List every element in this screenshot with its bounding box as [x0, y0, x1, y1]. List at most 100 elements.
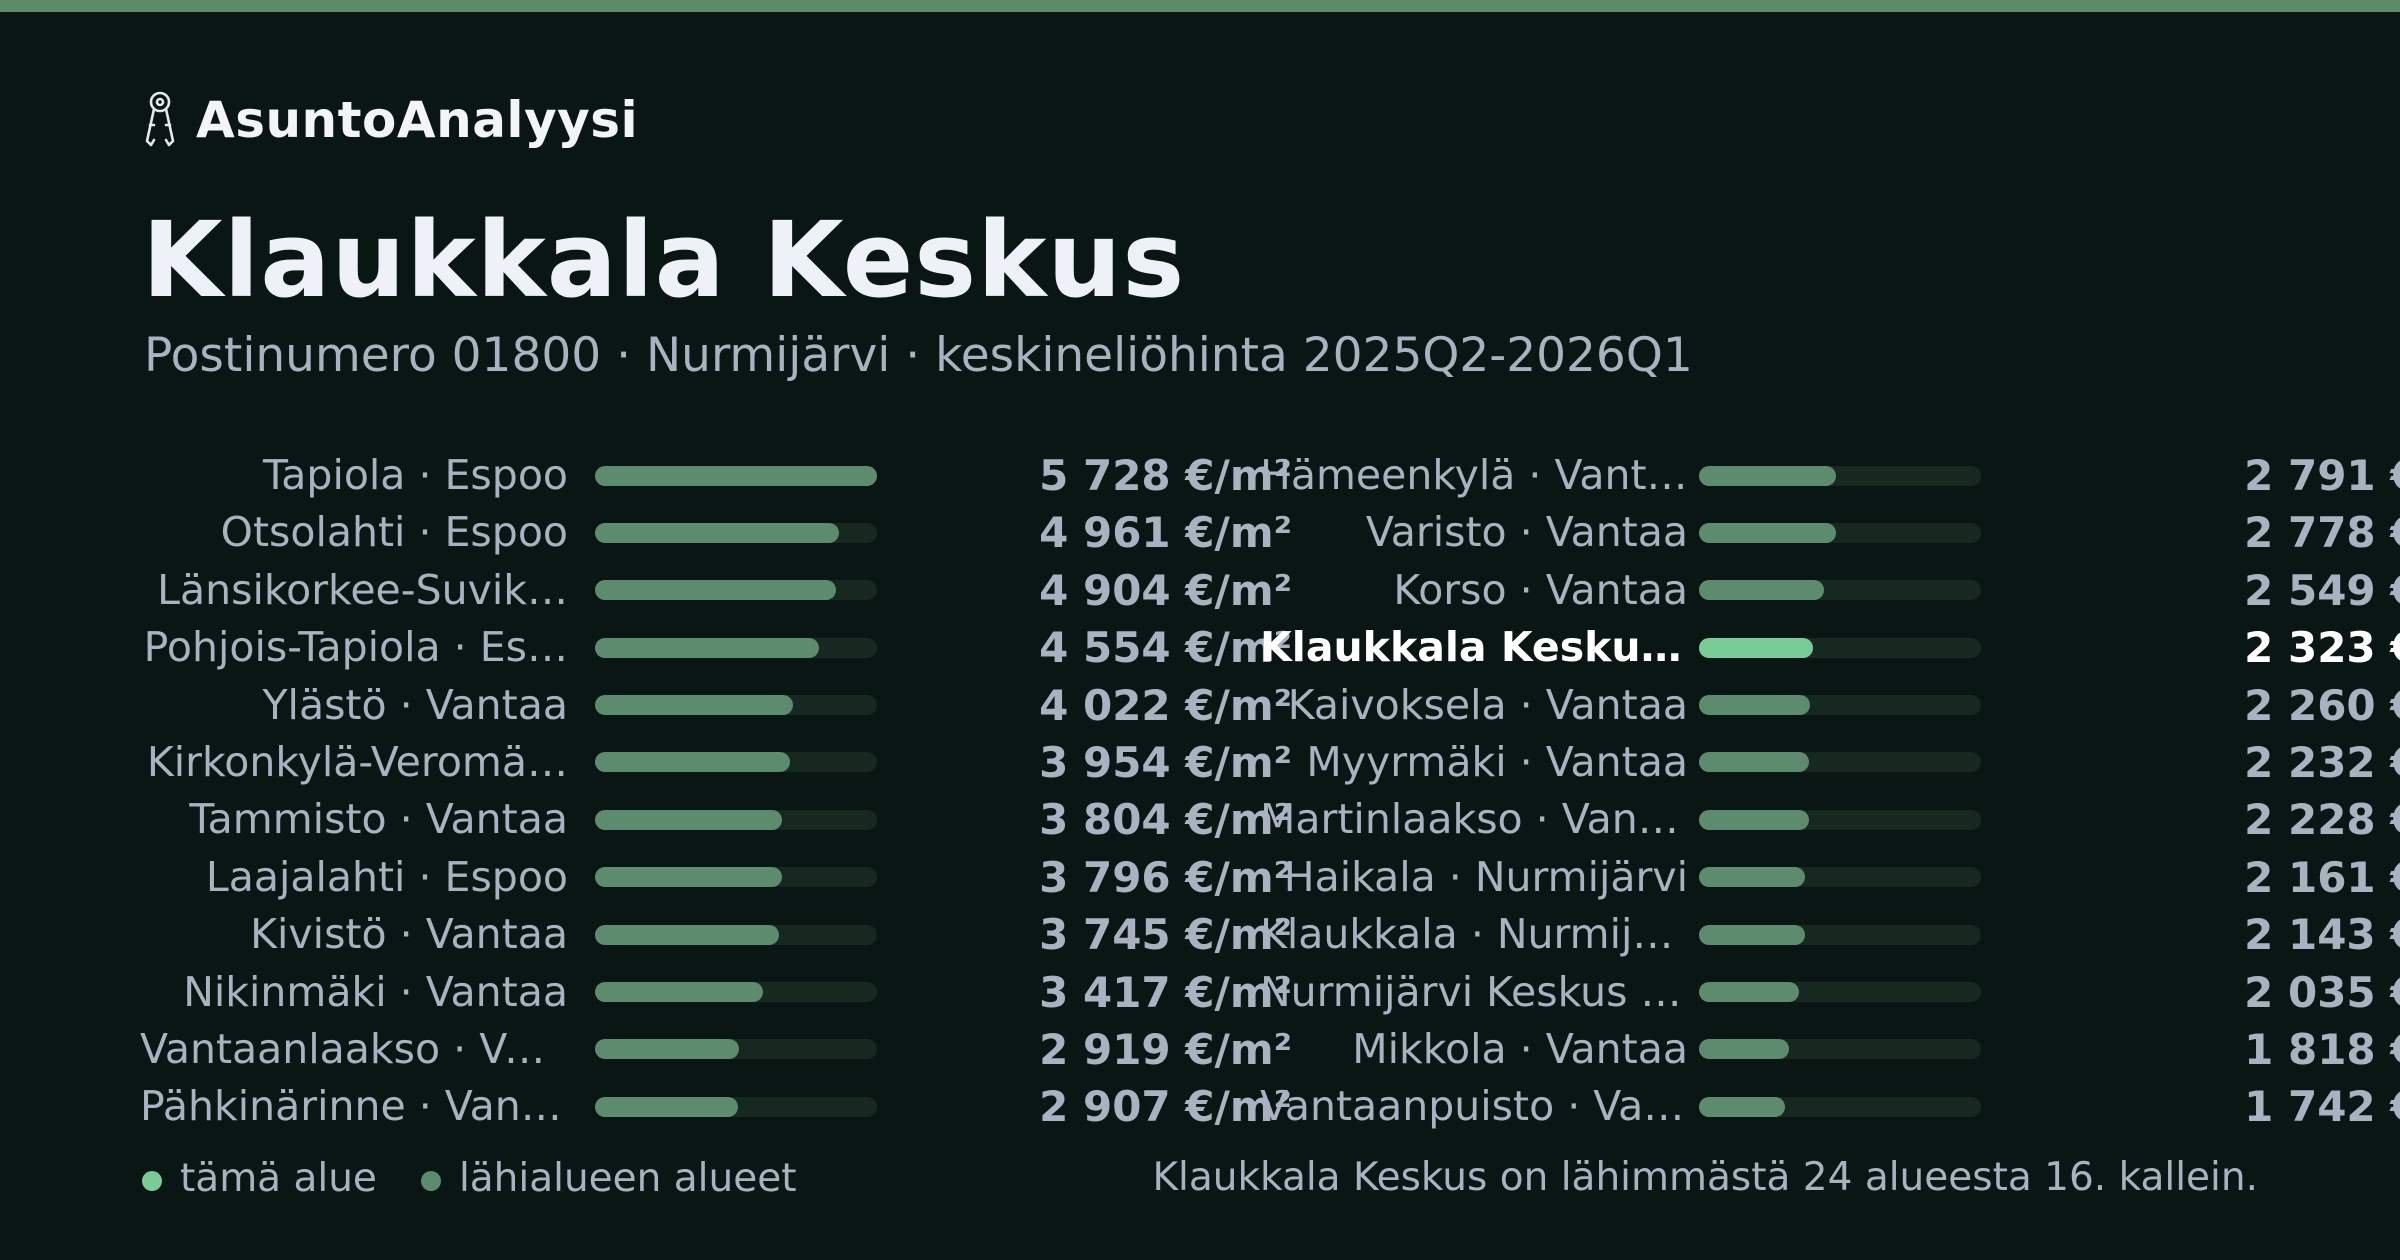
bar — [1699, 867, 1805, 888]
ranking-column-left: Tapiola · Espoo 5 728 €/m² Otsolahti · Esp… — [140, 447, 1292, 1136]
legend-dot-highlight — [142, 1171, 162, 1191]
bar-row: Varisto · Vantaa 2 778 €/m² — [1240, 504, 2400, 561]
bar-label: Vantaanlaakso · Va… — [140, 1024, 568, 1073]
bar-row: Tammisto · Vantaa 3 804 €/m² — [140, 791, 1292, 848]
bar-value-label: 1 818 €/m² — [2244, 1024, 2400, 1074]
bar-label: Klaukkala · Nurmijä… — [1260, 910, 1688, 959]
bar-track — [1699, 1096, 1981, 1117]
bar-track — [595, 809, 877, 830]
bar-track — [1699, 695, 1981, 716]
bar-label: Varisto · Vantaa — [1365, 508, 1688, 557]
bar-value-label: 3 745 €/m² — [1039, 910, 1292, 960]
bar-value-label: 2 143 €/m² — [2244, 910, 2400, 960]
brand: AsuntoAnalyysi — [140, 88, 638, 152]
bar-label: Länsikorkee-Suvik… — [157, 565, 568, 614]
bar — [1699, 580, 1824, 601]
bar-row: Pähkinärinne · Vant… 2 907 €/m² — [140, 1078, 1292, 1135]
bar-label: Myyrmäki · Vantaa — [1306, 737, 1688, 786]
bar-track — [595, 637, 877, 658]
bar-track — [595, 752, 877, 773]
bar-row: Ylästö · Vantaa 4 022 €/m² — [140, 677, 1292, 734]
bar-row: Hämeenkylä · Vantaa 2 791 €/m² — [1240, 447, 2400, 504]
bar-track — [1699, 867, 1981, 888]
bar-track — [1699, 752, 1981, 773]
bar-value-label: 2 260 €/m² — [2244, 680, 2400, 730]
bar-value-label: 2 919 €/m² — [1039, 1024, 1292, 1074]
bar-track — [595, 1039, 877, 1060]
bar-label: Kaivoksela · Vantaa — [1287, 680, 1688, 729]
bar-label: Korso · Vantaa — [1393, 565, 1688, 614]
bar — [1699, 924, 1805, 945]
bar-value-label: 3 796 €/m² — [1039, 852, 1292, 902]
bar-value-label: 2 323 €/m² — [2244, 623, 2400, 673]
bar-row: Klaukkala · Nurmijä… 2 143 €/m² — [1240, 906, 2400, 963]
bar — [595, 1096, 738, 1117]
bar-row: Klaukkala Keskus ·… 2 323 €/m² — [1240, 619, 2400, 676]
bar — [1699, 982, 1799, 1003]
bar-track — [1699, 580, 1981, 601]
bar-value-label: 2 549 €/m² — [2244, 565, 2400, 615]
bar-value-label: 3 804 €/m² — [1039, 795, 1292, 845]
bar-value-label: 2 228 €/m² — [2244, 795, 2400, 845]
bar — [595, 809, 782, 830]
bar — [1699, 752, 1809, 773]
bar-track — [595, 580, 877, 601]
bar-row: Vantaanlaakso · Va… 2 919 €/m² — [140, 1021, 1292, 1078]
bar — [595, 924, 779, 945]
bar — [1699, 465, 1836, 486]
bar — [595, 982, 763, 1003]
bar-label: Haikala · Nurmijärvi — [1283, 852, 1688, 901]
bar-row: Pohjois-Tapiola · Es… 4 554 €/m² — [140, 619, 1292, 676]
bar — [595, 580, 836, 601]
bar-value-label: 2 035 €/m² — [2244, 967, 2400, 1017]
bar-value-label: 2 232 €/m² — [2244, 737, 2400, 787]
bar-track — [595, 695, 877, 716]
bar-track — [1699, 982, 1981, 1003]
bar — [1699, 809, 1809, 830]
bar-highlight — [1699, 637, 1813, 658]
bar-track — [1699, 465, 1981, 486]
bar-row: Länsikorkee-Suvik… 4 904 €/m² — [140, 562, 1292, 619]
bar-row: Otsolahti · Espoo 4 961 €/m² — [140, 504, 1292, 561]
bar-row: Tapiola · Espoo 5 728 €/m² — [140, 447, 1292, 504]
bar-label: Nikinmäki · Vantaa — [183, 967, 568, 1016]
accent-top-bar — [0, 0, 2400, 12]
legend-item-this-area: tämä alue — [142, 1156, 377, 1201]
page-title: Klaukkala Keskus — [142, 199, 1186, 321]
bar-value-label: 2 907 €/m² — [1039, 1082, 1292, 1132]
bar-value-label: 2 778 €/m² — [2244, 508, 2400, 558]
bar-value-label: 5 728 €/m² — [1039, 451, 1292, 500]
bar-value-label: 2 791 €/m² — [2244, 451, 2400, 500]
bar — [595, 637, 819, 658]
bar — [595, 695, 793, 716]
bar-label: Kivistö · Vantaa — [250, 910, 568, 959]
bar-row: Haikala · Nurmijärvi 2 161 €/m² — [1240, 849, 2400, 906]
bar-track — [595, 867, 877, 888]
bar-value-label: 4 554 €/m² — [1039, 623, 1292, 673]
bar-row: Myyrmäki · Vantaa 2 232 €/m² — [1240, 734, 2400, 791]
bar-row: Nurmijärvi Keskus ·… 2 035 €/m² — [1240, 964, 2400, 1021]
bar-label: Nurmijärvi Keskus ·… — [1260, 967, 1688, 1016]
bar-row: Martinlaakso · Vant… 2 228 €/m² — [1240, 791, 2400, 848]
legend-item-nearby-areas: lähialueen alueet — [420, 1156, 797, 1201]
keys-icon — [145, 91, 175, 147]
bar-label: Laajalahti · Espoo — [205, 852, 568, 901]
bar-row: Mikkola · Vantaa 1 818 €/m² — [1240, 1021, 2400, 1078]
bar-value-label: 3 954 €/m² — [1039, 737, 1292, 787]
bar-track — [595, 982, 877, 1003]
bar-value-label: 1 742 €/m² — [2244, 1082, 2400, 1132]
bar-track — [595, 522, 877, 543]
bar-label: Kirkonkylä-Veromä… — [146, 737, 568, 786]
rank-footnote: Klaukkala Keskus on lähimmästä 24 aluees… — [1152, 1155, 2258, 1200]
bar-row: Nikinmäki · Vantaa 3 417 €/m² — [140, 964, 1292, 1021]
bar-value-label: 4 904 €/m² — [1039, 565, 1292, 615]
bar-track — [595, 924, 877, 945]
bar — [595, 465, 877, 486]
bar-label: Ylästö · Vantaa — [262, 680, 568, 729]
bar-track — [595, 465, 877, 486]
bar-label: Tapiola · Espoo — [263, 451, 568, 499]
bar-label: Klaukkala Keskus ·… — [1260, 623, 1688, 672]
bar-value-label: 4 022 €/m² — [1039, 680, 1292, 730]
chart-legend: tämä alue lähialueen alueet — [142, 1150, 841, 1206]
bar — [595, 867, 782, 888]
